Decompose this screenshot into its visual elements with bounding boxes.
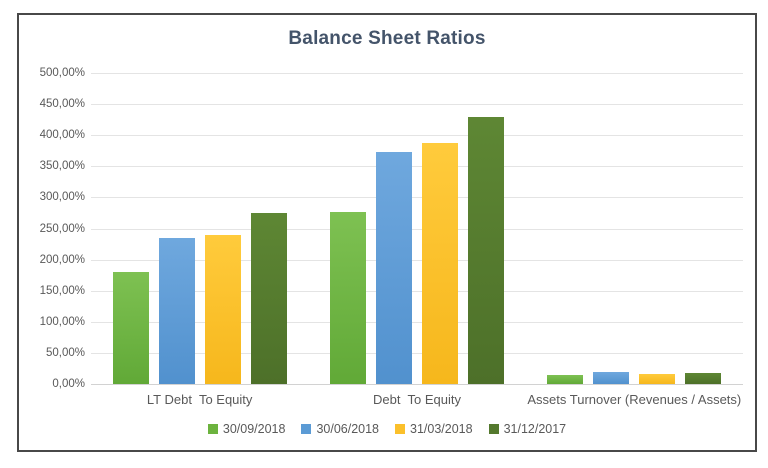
bar bbox=[421, 142, 458, 384]
legend: 30/09/2018 30/06/2018 31/03/2018 31/12/2017 bbox=[19, 422, 755, 436]
x-category-label: Debt To Equity bbox=[373, 392, 461, 407]
gridline bbox=[91, 384, 743, 385]
bar bbox=[547, 374, 584, 384]
bar-group bbox=[308, 73, 525, 384]
gridline bbox=[91, 290, 743, 292]
bar bbox=[250, 212, 287, 384]
y-tick-label: 150,00% bbox=[39, 284, 85, 297]
gridline bbox=[91, 73, 743, 74]
gridline bbox=[91, 228, 743, 230]
gridline bbox=[91, 197, 743, 199]
bar-group bbox=[526, 73, 743, 384]
legend-label: 31/12/2017 bbox=[503, 422, 567, 436]
chart-area: 0,00% 50,00% 100,00% 150,00% 200,00% 250,00% 3… bbox=[27, 67, 743, 390]
y-tick-label: 200,00% bbox=[39, 253, 85, 266]
bars-layer bbox=[91, 73, 743, 384]
legend-item: 31/12/2017 bbox=[488, 422, 567, 436]
legend-marker-icon bbox=[301, 424, 312, 434]
gridline bbox=[91, 259, 743, 261]
plot-area bbox=[91, 73, 743, 385]
y-tick-label: 100,00% bbox=[39, 315, 85, 328]
legend-item: 30/09/2018 bbox=[207, 422, 286, 436]
chart-title: Balance Sheet Ratios bbox=[288, 28, 486, 49]
bar-group bbox=[91, 73, 308, 384]
bar bbox=[593, 372, 630, 384]
bar bbox=[639, 374, 676, 384]
legend-marker-icon bbox=[395, 424, 405, 434]
x-category-label: LT Debt To Equity bbox=[146, 392, 253, 407]
bar bbox=[375, 152, 412, 384]
bar bbox=[329, 211, 366, 384]
bar bbox=[467, 116, 504, 384]
chart-frame: Balance Sheet Ratios 0,00% 50,00% 100,00% 1… bbox=[17, 13, 757, 452]
gridline bbox=[91, 135, 743, 137]
y-tick-label: 400,00% bbox=[39, 129, 85, 142]
bar bbox=[685, 372, 722, 384]
y-tick-label: 350,00% bbox=[39, 160, 85, 173]
legend-marker-icon bbox=[207, 424, 218, 434]
y-tick-label: 250,00% bbox=[39, 222, 85, 235]
bar bbox=[112, 272, 149, 384]
gridline bbox=[91, 321, 743, 323]
y-tick-label: 50,00% bbox=[45, 346, 85, 359]
gridline bbox=[91, 352, 743, 354]
legend-marker-icon bbox=[488, 424, 499, 434]
y-tick-label: 500,00% bbox=[39, 67, 85, 79]
legend-label: 31/03/2018 bbox=[410, 422, 473, 436]
legend-item: 30/06/2018 bbox=[301, 422, 379, 436]
y-tick-label: 0,00% bbox=[52, 378, 85, 390]
legend-label: 30/06/2018 bbox=[316, 422, 379, 436]
bar bbox=[204, 235, 241, 384]
gridline bbox=[91, 166, 743, 168]
bar bbox=[158, 238, 195, 384]
x-axis: LT Debt To Equity Debt To Equity Assets Tu… bbox=[91, 392, 743, 407]
y-tick-label: 450,00% bbox=[39, 98, 85, 111]
legend-item: 31/03/2018 bbox=[395, 422, 473, 436]
y-tick-label: 300,00% bbox=[39, 191, 85, 204]
y-axis: 0,00% 50,00% 100,00% 150,00% 200,00% 250,00% 3… bbox=[27, 67, 91, 390]
x-category-label: Assets Turnover (Revenues / Assets) bbox=[527, 392, 742, 407]
legend-label: 30/09/2018 bbox=[222, 422, 286, 436]
gridline bbox=[91, 104, 743, 106]
